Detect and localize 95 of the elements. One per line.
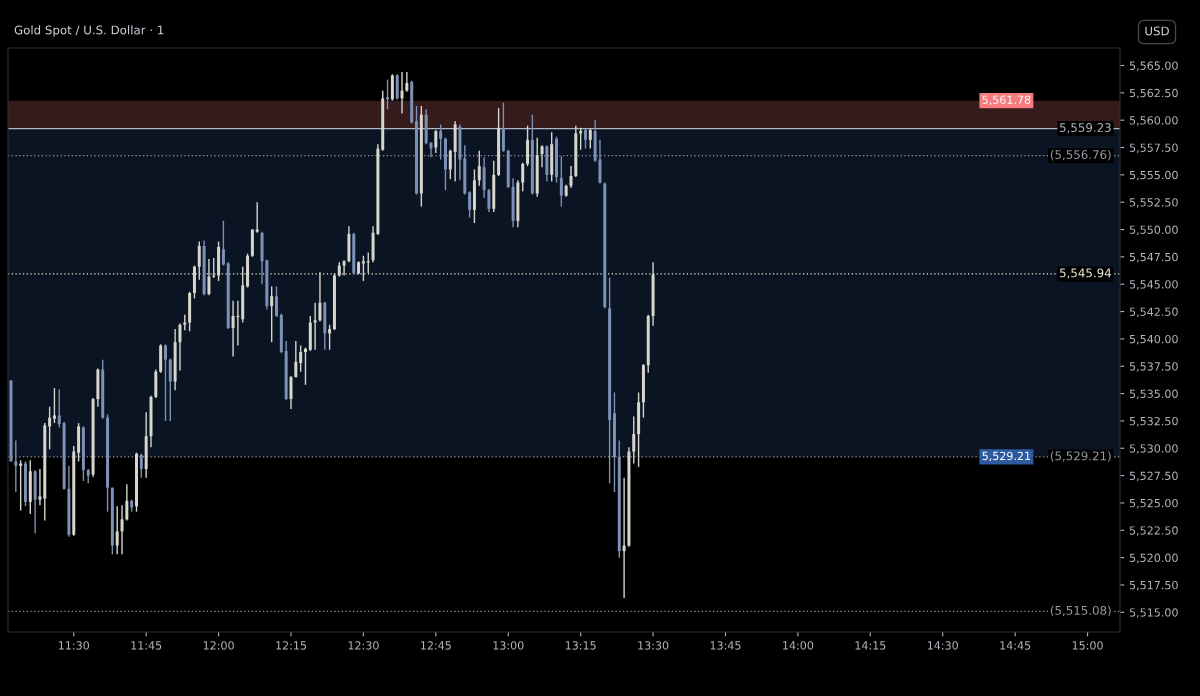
candlestick (487, 188, 491, 213)
x-tick-label: 11:45 (131, 641, 162, 650)
y-tick-label: 5,517.50 (1129, 580, 1178, 591)
y-tick-label: 5,515.00 (1129, 608, 1178, 618)
x-tick-label: 14:15 (855, 641, 886, 650)
y-tick-label: 5,545.00 (1129, 280, 1178, 290)
candlestick (318, 271, 322, 323)
x-tick-label: 12:45 (421, 641, 451, 650)
x-tick-label: 13:00 (493, 641, 524, 650)
candlestick (405, 71, 409, 93)
y-tick-label: 5,560.00 (1129, 116, 1178, 126)
candlestick (236, 299, 240, 347)
candlestick (569, 165, 573, 189)
ref-line-label: (5,515.08) (1050, 605, 1111, 617)
y-tick-label: 5,565.00 (1129, 61, 1178, 72)
candlestick (299, 344, 303, 373)
x-tick-label: 14:45 (1000, 641, 1031, 650)
candlestick (439, 123, 443, 161)
candlestick (57, 388, 61, 429)
candlestick (583, 128, 587, 150)
ref-line-label: (5,556.76) (1050, 149, 1111, 161)
candlestick (197, 240, 201, 281)
candlestick (395, 73, 399, 101)
x-tick-label: 13:45 (710, 641, 741, 650)
candlestick (231, 299, 235, 358)
y-tick-label: 5,522.50 (1129, 526, 1178, 536)
x-tick-label: 12:00 (203, 641, 234, 650)
y-tick-label: 5,532.50 (1129, 416, 1178, 427)
candlestick (434, 129, 438, 154)
candlestick (559, 155, 563, 208)
candlestick (115, 505, 119, 556)
candlestick (342, 259, 346, 277)
band-label: 5,561.78 (982, 95, 1031, 106)
y-tick-label: 5,535.00 (1129, 389, 1178, 400)
y-tick-label: 5,562.50 (1129, 88, 1178, 99)
candlestick (415, 105, 419, 196)
candlestick (400, 71, 404, 115)
candlestick (163, 343, 167, 422)
candlestick (178, 322, 182, 372)
candlestick (540, 144, 544, 168)
candlestick (168, 357, 172, 422)
y-tick-label: 5,552.50 (1129, 198, 1178, 208)
y-tick-label: 5,547.50 (1129, 252, 1178, 263)
y-tick-label: 5,525.00 (1129, 498, 1178, 509)
y-tick-label: 5,542.50 (1129, 307, 1178, 318)
y-tick-label: 5,537.50 (1129, 362, 1178, 372)
x-tick-label: 12:15 (276, 641, 307, 650)
candlestick (477, 150, 481, 187)
y-tick-label: 5,520.00 (1129, 553, 1178, 564)
candlestick (14, 439, 18, 493)
x-tick-label: 13:30 (638, 641, 669, 650)
y-tick-label: 5,530.00 (1129, 444, 1178, 454)
y-tick-label: 5,527.50 (1129, 471, 1178, 482)
candlestick (289, 375, 293, 410)
candlestick (139, 453, 143, 479)
candlestick (212, 257, 216, 279)
ref-line-label: 5,545.94 (1060, 268, 1111, 279)
candlestick (125, 483, 129, 522)
candlestick (468, 190, 472, 219)
candlestick (448, 149, 452, 180)
candlestick (588, 128, 592, 150)
candlestick (275, 285, 279, 318)
y-tick-label: 5,555.00 (1129, 170, 1178, 181)
candlestick (501, 101, 505, 153)
candlestick (294, 340, 298, 378)
candlestick (632, 415, 636, 465)
x-tick-label: 14:30 (927, 641, 958, 650)
candlestick (207, 258, 211, 296)
x-tick-label: 12:30 (348, 641, 379, 650)
candlestick (366, 251, 370, 274)
candlestick (221, 220, 225, 267)
candlestick (120, 504, 124, 556)
ref-line-label: 5,559.23 (1060, 123, 1111, 134)
y-tick-label: 5,540.00 (1129, 334, 1178, 345)
y-tick-label: 5,557.50 (1129, 143, 1178, 154)
x-tick-label: 14:00 (783, 641, 814, 650)
candlestick (38, 468, 42, 506)
candlestick (328, 323, 332, 351)
candlestick (270, 285, 274, 343)
x-tick-label: 13:15 (565, 641, 596, 650)
candlestick (482, 156, 486, 199)
chart-title: Gold Spot / U.S. Dollar · 1 (14, 25, 164, 37)
ref-line-label: (5,529.21) (1050, 451, 1111, 462)
candlestick (313, 302, 317, 351)
candlestick (48, 406, 52, 451)
band-label: 5,529.21 (982, 451, 1031, 462)
candlestick (135, 451, 139, 513)
y-tick-label: 5,550.00 (1129, 225, 1178, 236)
x-tick-label: 15:00 (1072, 641, 1103, 650)
candlestick (622, 477, 626, 599)
x-tick-label: 11:30 (58, 641, 90, 650)
candlestick (521, 162, 525, 192)
text: USD (1145, 26, 1169, 36)
candlestick (52, 387, 56, 424)
candlestick (303, 346, 307, 386)
